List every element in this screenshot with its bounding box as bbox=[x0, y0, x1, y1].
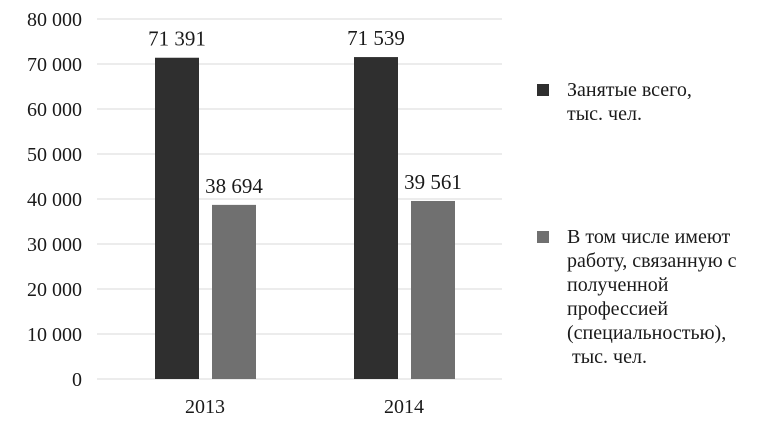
bar-series2-2014 bbox=[411, 200, 455, 379]
y-tick-label-40000: 40 000 bbox=[27, 189, 82, 211]
y-tick-label-70000: 70 000 bbox=[27, 54, 82, 76]
bars bbox=[155, 57, 455, 380]
x-axis-tick-labels: 2013 2014 bbox=[185, 396, 424, 418]
y-tick-label-20000: 20 000 bbox=[27, 279, 82, 301]
y-tick-label-10000: 10 000 bbox=[27, 324, 82, 346]
bar-series1-2013 bbox=[155, 57, 199, 379]
y-axis-tick-labels: 0 10 000 20 000 30 000 40 000 50 000 60 000 70 … bbox=[27, 9, 82, 391]
y-tick-label-30000: 30 000 bbox=[27, 234, 82, 256]
y-tick-label-0: 0 bbox=[72, 369, 82, 391]
legend-swatch-series1 bbox=[537, 84, 549, 96]
legend-item-series1: Занятые всего, тыс. чел. bbox=[537, 78, 692, 126]
data-label-series2-2014: 39 561 bbox=[404, 170, 462, 194]
x-tick-label-2014: 2014 bbox=[384, 396, 424, 418]
y-tick-label-80000: 80 000 bbox=[27, 9, 82, 31]
data-label-series2-2013: 38 694 bbox=[205, 174, 263, 198]
x-tick-label-2013: 2013 bbox=[185, 396, 225, 418]
legend-item-series2: В том числе имеют работу, связанную с по… bbox=[537, 225, 737, 369]
legend-label-series1: Занятые всего, тыс. чел. bbox=[567, 79, 692, 125]
bar-chart: 0 10 000 20 000 30 000 40 000 50 000 60 000 70 … bbox=[27, 9, 502, 418]
bar-series2-2013 bbox=[212, 204, 256, 379]
bar-series1-2014 bbox=[354, 57, 398, 380]
data-label-series1-2013: 71 391 bbox=[148, 27, 206, 51]
y-tick-label-50000: 50 000 bbox=[27, 144, 82, 166]
y-tick-label-60000: 60 000 bbox=[27, 99, 82, 121]
legend-label-series2: В том числе имеют работу, связанную с по… bbox=[567, 226, 737, 368]
data-labels: 71 391 71 539 38 694 39 561 bbox=[148, 26, 462, 198]
legend-swatch-series2 bbox=[537, 231, 549, 243]
data-label-series1-2014: 71 539 bbox=[347, 26, 405, 50]
legend: Занятые всего, тыс. чел. В том числе имею… bbox=[537, 0, 777, 422]
